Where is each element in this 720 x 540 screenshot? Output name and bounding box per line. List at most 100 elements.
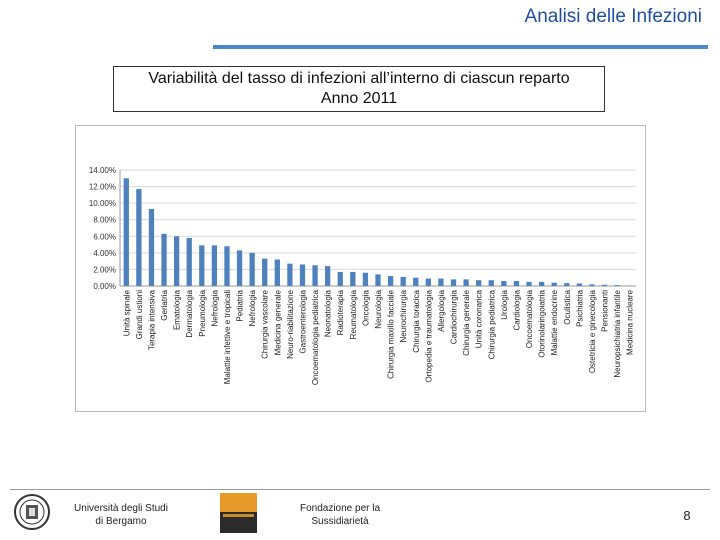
bar: [262, 258, 268, 286]
x-tick-label: Radioterapia: [336, 289, 345, 335]
bar: [513, 281, 520, 286]
x-tick-label: Medicina generale: [273, 289, 282, 355]
x-tick-label: Unità spinale: [122, 289, 131, 336]
x-tick-label: Oncoematologia: [525, 289, 534, 348]
bar: [148, 208, 155, 286]
bar: [501, 281, 507, 286]
bar: [551, 282, 557, 286]
bar: [224, 246, 230, 286]
x-tick-label: Pensionanti: [601, 290, 610, 332]
slide-title-box: Variabilità del tasso di infezioni all’i…: [113, 66, 605, 112]
bar: [476, 280, 482, 286]
bar: [274, 259, 280, 286]
bar: [526, 281, 532, 286]
x-tick-label: Malattie infettive e tropicali: [223, 290, 232, 384]
slide-title-line2: Anno 2011: [320, 90, 398, 107]
bar: [488, 280, 494, 286]
x-tick-label: Geriatria: [160, 289, 169, 320]
bar: [186, 237, 192, 286]
foundation-logo: [220, 493, 257, 533]
bar: [325, 266, 331, 286]
page-number: 8: [683, 508, 691, 523]
bar: [211, 245, 218, 286]
x-tick-label: Unità coronarica: [475, 289, 484, 348]
bar: [589, 284, 595, 286]
x-tick-label: Otorinolaringoiatria: [538, 289, 547, 357]
university-name: Università degli Studi di Bergamo: [60, 502, 182, 528]
bar: [576, 283, 583, 286]
bar: [375, 274, 381, 286]
x-tick-label: Neurologia: [374, 289, 383, 328]
x-tick-label: Ematologia: [173, 289, 182, 330]
bar: [362, 272, 369, 286]
foundation-name: Fondazione per la Sussidiarietà: [285, 502, 395, 528]
chart-frame: 0.00% 2.00% 4.00% 6.00% 8.00% 10.00% 12.00% 14.…: [75, 125, 646, 412]
x-tick-label: Neurochirurgia: [399, 289, 408, 342]
bar: [614, 285, 620, 286]
x-tick-label: Pneumologia: [198, 289, 207, 336]
y-tick-label: 4.00%: [93, 249, 116, 258]
university-name-line2: di Bergamo: [95, 516, 147, 527]
x-tick-label: Neonatologia: [324, 289, 333, 337]
x-tick-label: Chirurgia generale: [462, 289, 471, 355]
bar: [123, 178, 129, 286]
foundation-logo-band: [220, 493, 257, 512]
bar: [387, 276, 394, 286]
bar: [173, 236, 180, 286]
x-tick-label: Oculistica: [563, 289, 572, 324]
bar: [601, 284, 608, 286]
header-rule: [213, 45, 708, 49]
x-tick-label: Terapia intensiva: [147, 289, 156, 350]
y-tick-label: 2.00%: [93, 265, 116, 274]
bar: [249, 252, 255, 286]
x-tick-label: Oncologia: [361, 289, 370, 326]
x-tick-label: Nefrologia: [210, 289, 219, 326]
bar: [463, 279, 469, 286]
x-tick-label: Malattie endocrine: [550, 289, 559, 355]
y-tick-label: 12.00%: [89, 183, 116, 192]
bar: [400, 276, 406, 286]
x-tick-label: Oncoematologia pediatrica: [311, 289, 320, 385]
x-tick-label: Urologia: [500, 289, 509, 319]
header-title: Analisi delle Infezioni: [524, 6, 702, 27]
bar: [564, 283, 570, 286]
bar: [236, 250, 243, 286]
bar: [413, 277, 419, 286]
slide-title-line1: Variabilità del tasso di infezioni all’i…: [148, 70, 570, 87]
y-tick-label: 10.00%: [89, 199, 116, 208]
x-tick-label: Nefrologia: [248, 289, 257, 326]
x-tick-label: Grandi ustioni: [135, 290, 144, 340]
bar: [312, 265, 318, 286]
x-tick-label: Neuropsichiatria infantile: [613, 289, 622, 377]
x-tick-label: Gastroenterologia: [298, 289, 307, 353]
bar: [337, 271, 343, 286]
x-tick-label: Ostetricia e ginecologia: [588, 289, 597, 373]
x-tick-label: Dermatologia: [185, 289, 194, 337]
x-tick-label: Pediatria: [236, 289, 245, 321]
x-tick-label: Ortopedia e traumatologia: [424, 289, 433, 382]
x-tick-label: Chirurgia maxillo facciale: [387, 289, 396, 378]
foundation-name-line2: Sussidiarietà: [311, 516, 369, 527]
x-tick-label: Cardiochirurgia: [450, 289, 459, 344]
foundation-name-line1: Fondazione per la: [299, 503, 381, 514]
bar: [299, 264, 306, 286]
x-tick-label: Chirurgia pediatrica: [487, 289, 496, 359]
bar: [199, 245, 205, 286]
x-tick-label: Reumatologia: [349, 289, 358, 339]
y-tick-label: 0.00%: [93, 282, 116, 291]
footer-rule: [10, 489, 710, 490]
x-tick-label: Allergologia: [437, 289, 446, 331]
bar: [538, 281, 545, 286]
university-name-line1: Università degli Studi: [74, 503, 168, 514]
bar-chart: 0.00% 2.00% 4.00% 6.00% 8.00% 10.00% 12.00% 14.…: [89, 166, 636, 385]
x-tick-label: Medicina nucleare: [626, 289, 635, 354]
x-tick-label: Chirurgia vascolare: [261, 289, 270, 358]
foundation-logo-stripe: [223, 514, 254, 517]
bar: [438, 278, 444, 286]
x-tick-label: Cardiologia: [512, 289, 521, 330]
bar: [450, 279, 457, 286]
bar: [350, 271, 356, 286]
bar: [136, 189, 142, 286]
x-tick-label: Chirurgia toracica: [412, 289, 421, 352]
bar: [287, 263, 293, 286]
